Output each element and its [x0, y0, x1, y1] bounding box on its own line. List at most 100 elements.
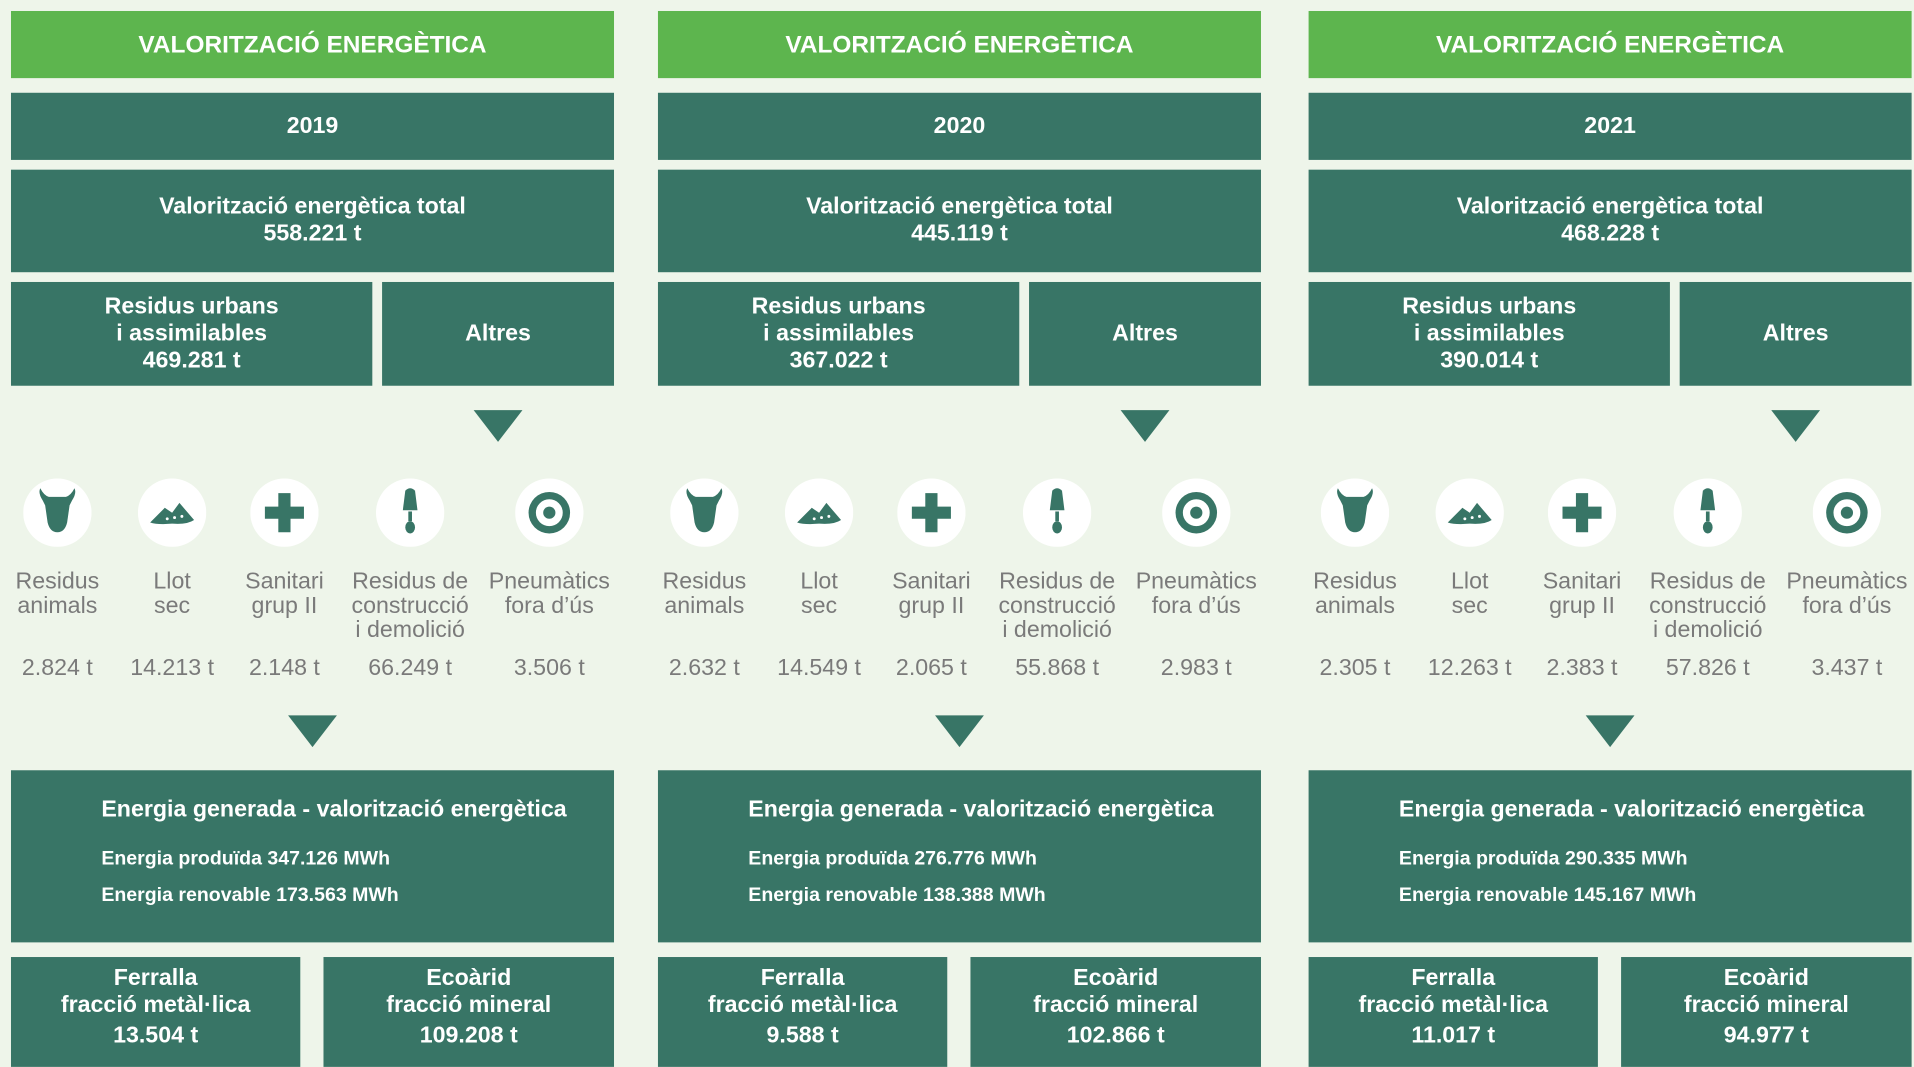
- item-value: 14.549 t: [777, 655, 861, 682]
- text-line: sec: [154, 593, 191, 619]
- text-line: Residus: [662, 568, 747, 595]
- text-line: i demolició: [1652, 617, 1763, 644]
- text-line: Sanitari: [892, 568, 971, 595]
- header: VALORITZACIÓ ENERGÈTICA: [657, 10, 1261, 79]
- icon: [897, 478, 966, 547]
- item-value: 57.826 t: [1665, 655, 1750, 682]
- total-label: Valorització energètica total: [159, 194, 466, 220]
- icon: [1435, 478, 1504, 547]
- text-line: Ferralla: [113, 965, 198, 992]
- text-line: Residus urbans: [751, 293, 926, 320]
- item-label: Residus animals: [637, 568, 771, 619]
- column: VALORITZACIÓ ENERGÈTICA 2021 Valorització …: [1308, 0, 1914, 1067]
- ecoarid-value: 94.977 t: [1723, 1022, 1809, 1049]
- text-line: Residus de: [999, 568, 1116, 595]
- energy-renewable: Energia renovable 138.388 MWh: [748, 885, 1046, 906]
- ecoarid-box: Ecoàrid fracció mineral 109.208 t: [323, 957, 615, 1067]
- year: 2021: [1308, 92, 1912, 160]
- total-value: 445.119 t: [911, 220, 1008, 247]
- arrow: [1120, 410, 1170, 442]
- text-line: Residus urbans: [104, 293, 279, 320]
- arrow: [935, 715, 984, 748]
- item-label: Llot sec: [105, 568, 239, 619]
- text-line: fora d’ús: [504, 593, 594, 619]
- total-label: Valorització energètica total: [1456, 194, 1764, 220]
- text-line: Llot: [153, 568, 191, 595]
- icon: [1812, 478, 1882, 547]
- icon: [137, 478, 207, 547]
- icon: [1547, 478, 1617, 547]
- icon: [515, 478, 584, 547]
- urban-box: Residus urbans i assimilables 469.281 t: [10, 281, 373, 386]
- text-line: Residus: [15, 568, 100, 595]
- item-value: 2.065 t: [895, 655, 967, 682]
- item-value: 55.868 t: [1015, 655, 1100, 682]
- energy-produced: Energia produïda 347.126 MWh: [101, 848, 391, 870]
- urban-value: 469.281 t: [142, 347, 241, 373]
- item-value: 2.983 t: [1160, 655, 1232, 682]
- item-label: Residus de construcció i demolició: [990, 568, 1124, 644]
- ecoarid-box: Ecoàrid fracció mineral 102.866 t: [970, 957, 1261, 1067]
- item-label: Residus de construcció i demolició: [343, 569, 477, 644]
- text-line: i assimilables: [116, 320, 268, 347]
- item-label: Pneumàtics fora d’ús: [1780, 569, 1914, 619]
- ferralla-value: 13.504 t: [113, 1022, 199, 1049]
- item-label: Residus animals: [0, 568, 125, 619]
- header: VALORITZACIÓ ENERGÈTICA: [10, 10, 615, 79]
- text-line: construcció: [351, 593, 469, 619]
- arrow: [288, 715, 337, 748]
- text-line: Ferralla: [760, 965, 845, 992]
- text-line: grup II: [251, 593, 318, 619]
- icon: [784, 478, 854, 547]
- item-value: 2.824 t: [21, 655, 93, 682]
- text-line: construcció: [1649, 593, 1767, 619]
- item-label: Sanitari grup II: [217, 568, 351, 619]
- total-value: 468.228 t: [1561, 220, 1660, 247]
- energy-title: Energia generada - valorització energèti…: [748, 797, 1214, 823]
- text-line: fora d’ús: [1802, 593, 1892, 619]
- ecoarid-value: 109.208 t: [419, 1022, 518, 1049]
- energy-box: Energia generada - valorització energèti…: [657, 770, 1261, 943]
- ecoarid-box: Ecoàrid fracció mineral 94.977 t: [1621, 957, 1912, 1067]
- text-line: Residus de: [1649, 568, 1766, 595]
- text-line: Ecoàrid: [1073, 965, 1159, 992]
- ferralla-value: 9.588 t: [766, 1022, 839, 1049]
- text-line: fracció mineral: [1033, 992, 1199, 1019]
- text-line: Sanitari: [245, 568, 324, 595]
- item-label: Pneumàtics fora d’ús: [1129, 569, 1263, 619]
- item-value: 2.305 t: [1319, 655, 1391, 682]
- icon: [1673, 478, 1742, 547]
- text-line: animals: [1314, 593, 1395, 619]
- text-line: grup II: [1549, 593, 1615, 619]
- item-label: Residus de construcció i demolició: [1641, 568, 1775, 644]
- icon: [670, 478, 739, 547]
- ferralla-value: 11.017 t: [1411, 1022, 1496, 1049]
- text-line: fracció metàl·lica: [60, 992, 251, 1019]
- total-value: 558.221 t: [263, 220, 362, 247]
- urban-value: 390.014 t: [1440, 347, 1539, 373]
- text-line: i assimilables: [763, 320, 915, 347]
- arrow: [1771, 410, 1821, 442]
- ferralla-box: Ferralla fracció metàl·lica 9.588 t: [657, 957, 948, 1067]
- text-line: Ecoàrid: [426, 965, 512, 992]
- text-line: grup II: [898, 593, 965, 619]
- arrow: [1585, 715, 1635, 748]
- total-box: Valorització energètica total 445.119 t: [657, 169, 1261, 273]
- text-line: Residus: [1313, 568, 1397, 595]
- item-label: Sanitari grup II: [864, 568, 998, 619]
- urban-box: Residus urbans i assimilables 390.014 t: [1308, 281, 1670, 386]
- icon: [375, 478, 445, 547]
- text-line: construcció: [998, 593, 1116, 619]
- text-line: i demolició: [355, 617, 465, 644]
- text-line: animals: [664, 593, 745, 619]
- item-label: Pneumàtics fora d’ús: [482, 569, 616, 619]
- text-line: fracció mineral: [1683, 992, 1849, 1019]
- text-line: sec: [1451, 593, 1488, 619]
- others-box: Altres: [382, 281, 615, 386]
- text-line: Sanitari: [1542, 568, 1622, 595]
- item-label: Sanitari grup II: [1515, 568, 1649, 619]
- year: 2019: [10, 92, 615, 160]
- text-line: i demolició: [1002, 617, 1112, 644]
- column: VALORITZACIÓ ENERGÈTICA 2020 Valorització …: [657, 0, 1263, 1067]
- text-line: animals: [17, 593, 98, 619]
